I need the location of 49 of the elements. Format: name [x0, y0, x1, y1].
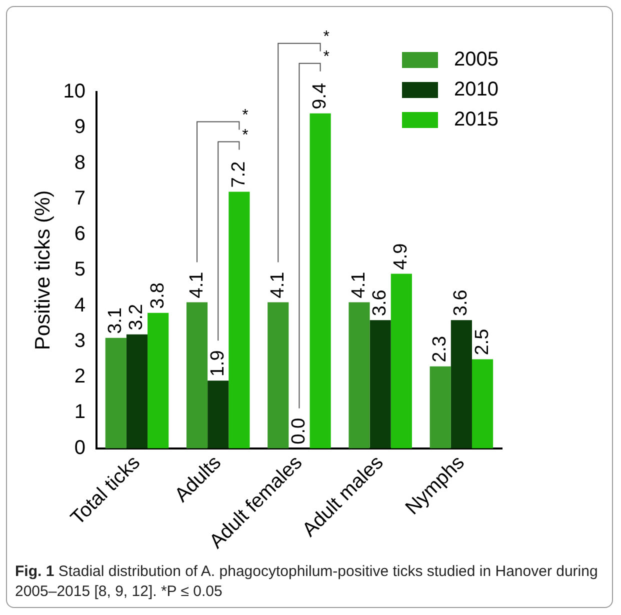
- bar: [268, 302, 289, 448]
- bar: [348, 302, 370, 448]
- y-tick-label: 4: [74, 294, 86, 316]
- text: 4.1: [186, 272, 208, 298]
- bar: [208, 380, 229, 448]
- y-tick-label: 10: [63, 80, 86, 103]
- y-tick-label: 9: [74, 116, 86, 138]
- y-tick-label: 2: [74, 366, 86, 388]
- legend-label: 2010: [454, 78, 498, 101]
- text: 3.1: [105, 307, 126, 334]
- bar: [148, 312, 169, 448]
- text: 3.6: [370, 290, 391, 316]
- bar: [126, 334, 148, 448]
- text: 2.3: [430, 336, 451, 362]
- text: 4.9: [390, 243, 412, 270]
- bar: [105, 338, 126, 448]
- bar: [390, 274, 412, 448]
- bar: [450, 320, 472, 448]
- bar: [228, 192, 250, 448]
- annotation: *: [242, 106, 248, 124]
- text: 3.2: [126, 304, 148, 330]
- bar: [430, 366, 451, 448]
- text: *: [323, 48, 330, 66]
- bar: [186, 302, 208, 448]
- text: 4.1: [348, 272, 370, 298]
- bar: [472, 359, 494, 448]
- text: 9.4: [310, 82, 331, 110]
- y-tick-label: 0: [74, 436, 86, 459]
- text: 4.1: [267, 272, 288, 298]
- text: 1.9: [207, 350, 228, 377]
- text: 2.5: [472, 328, 493, 356]
- text: 0.0: [288, 418, 310, 444]
- bar: [310, 113, 331, 448]
- y-axis-title: Positive ticks (%): [31, 190, 54, 350]
- y-tick-label: 6: [74, 223, 86, 246]
- bar: [370, 320, 391, 448]
- text: 3.8: [147, 282, 168, 309]
- y-tick-label: 1: [74, 401, 86, 424]
- text: 3.6: [450, 290, 472, 316]
- annotation: *: [242, 126, 248, 144]
- text: *: [323, 28, 330, 46]
- y-tick-label: 8: [74, 152, 86, 174]
- legend-label: 2005: [454, 48, 498, 71]
- y-tick-label: 7: [74, 187, 86, 210]
- y-tick-label: 5: [74, 258, 86, 281]
- y-tick-label: 3: [74, 330, 86, 352]
- legend-label: 2015: [454, 108, 498, 131]
- caption: Fig. 1 Stadial distribution of A. phagocytophilum-positive ticks studied in Hanover during 2005–2015 [8, 9, 12]. *P ≤ 0.05: [15, 562, 599, 602]
- text: 7.2: [228, 161, 250, 188]
